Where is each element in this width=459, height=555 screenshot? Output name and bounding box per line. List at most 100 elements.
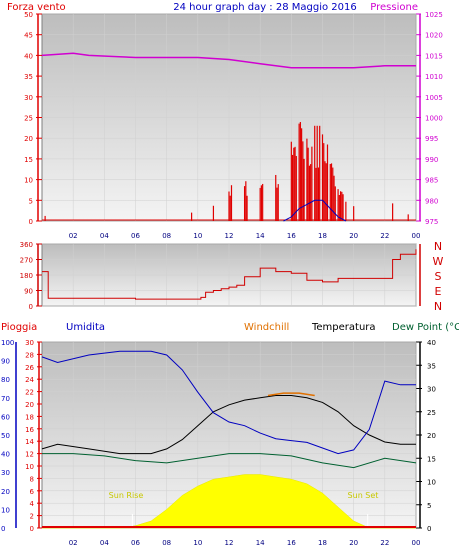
pressure-line — [41, 52, 416, 69]
x-tick-label: 22 — [380, 232, 389, 240]
x-tick-label: 18 — [318, 539, 327, 547]
temperature-tick-label: 30 — [427, 386, 436, 394]
humidity-tick-label: 70 — [1, 395, 10, 403]
temperature-tick-label: 0 — [427, 525, 431, 533]
pressure-tick-label: 985 — [425, 177, 438, 185]
wind-tick-label: 15 — [24, 156, 33, 164]
x-tick-label: 00 — [412, 539, 421, 547]
humidity-tick-label: 100 — [1, 339, 14, 347]
humidity-tick-label: 90 — [1, 358, 10, 366]
rain-tick-label: 16 — [25, 426, 34, 434]
temperature-tick-label: 20 — [427, 432, 436, 440]
x-tick-label: 08 — [162, 232, 171, 240]
temperature-legend: Temperatura — [311, 322, 376, 333]
rain-tick-label: 30 — [25, 339, 34, 347]
chart-title: 24 hour graph day : 28 Maggio 2016 — [173, 2, 356, 13]
rain-tick-label: 2 — [30, 513, 34, 521]
x-tick-label: 16 — [287, 539, 296, 547]
compass-n-top: N — [434, 240, 442, 253]
windchill-line — [267, 392, 315, 397]
rain-axis-title: Pioggia — [1, 322, 37, 333]
pressure-tick-label: 995 — [425, 135, 438, 143]
rain-tick-label: 0 — [30, 525, 34, 533]
compass-n-bottom: N — [434, 300, 442, 313]
temperature-line — [41, 395, 416, 455]
temperature-tick-label: 15 — [427, 455, 436, 463]
sunrise-label: Sun Rise — [109, 491, 144, 500]
temperature-tick-label: 40 — [427, 339, 436, 347]
pressure-tick-label: 980 — [425, 197, 438, 205]
direction-tick-label: 270 — [20, 257, 33, 265]
compass-e: E — [435, 285, 442, 298]
humidity-tick-label: 30 — [1, 469, 10, 477]
rain-tick-label: 14 — [25, 438, 34, 446]
humidity-tick-label: 40 — [1, 451, 10, 459]
pressure-tick-label: 1010 — [425, 73, 443, 81]
x-tick-label: 10 — [193, 539, 202, 547]
pressure-tick-label: 975 — [425, 218, 438, 226]
wind-tick-label: 10 — [24, 177, 33, 185]
rain-tick-label: 12 — [25, 451, 34, 459]
rain-tick-label: 24 — [25, 376, 34, 384]
humidity-tick-label: 20 — [1, 488, 10, 496]
x-tick-label: 20 — [349, 232, 358, 240]
humidity-legend: Umidita — [66, 322, 105, 333]
dewpoint-line — [42, 453, 417, 469]
x-tick-label: 12 — [225, 539, 234, 547]
rain-tick-label: 26 — [25, 364, 34, 372]
direction-tick-label: 0 — [29, 303, 33, 311]
humidity-tick-label: 10 — [1, 506, 10, 514]
wind-tick-label: 35 — [24, 73, 33, 81]
x-tick-label: 22 — [380, 539, 389, 547]
humidity-tick-label: 50 — [1, 432, 10, 440]
wind-axis-title: Forza vento — [7, 2, 66, 13]
rain-tick-label: 8 — [30, 475, 34, 483]
x-tick-label: 10 — [193, 232, 202, 240]
x-tick-label: 02 — [69, 232, 78, 240]
x-tick-label: 06 — [131, 539, 140, 547]
x-tick-label: 02 — [69, 539, 78, 547]
wind-tick-label: 40 — [24, 52, 33, 60]
wind-tick-label: 45 — [24, 32, 33, 40]
x-tick-label: 00 — [412, 232, 421, 240]
wind-tick-label: 50 — [24, 11, 33, 19]
sunset-label: Sun Set — [348, 491, 379, 500]
pressure-tick-label: 1025 — [425, 11, 443, 19]
wind-tick-label: 25 — [24, 115, 33, 123]
rain-tick-label: 6 — [30, 488, 35, 496]
pressure-tick-label: 1020 — [425, 32, 443, 40]
x-tick-label: 08 — [162, 539, 171, 547]
windchill-legend: Windchill — [244, 322, 289, 333]
temperature-tick-label: 10 — [427, 479, 436, 487]
rain-tick-label: 4 — [30, 500, 35, 508]
wind-tick-label: 20 — [24, 135, 33, 143]
rain-tick-label: 18 — [25, 413, 34, 421]
pressure-tick-label: 1015 — [425, 52, 443, 60]
wind-average-line — [283, 199, 347, 222]
x-tick-label: 16 — [287, 232, 296, 240]
pressure-axis-title: Pressione — [370, 2, 418, 13]
x-tick-label: 12 — [225, 232, 234, 240]
solar-area — [42, 474, 416, 529]
x-tick-label: 14 — [256, 232, 265, 240]
direction-tick-label: 180 — [20, 272, 33, 280]
direction-tick-label: 360 — [20, 241, 33, 249]
direction-tick-label: 90 — [24, 288, 33, 296]
wind-direction-line — [42, 249, 417, 300]
pressure-tick-label: 990 — [425, 156, 438, 164]
rain-tick-label: 10 — [25, 463, 34, 471]
x-tick-label: 14 — [256, 539, 265, 547]
humidity-tick-label: 80 — [1, 376, 10, 384]
wind-tick-label: 5 — [29, 197, 33, 205]
humidity-tick-label: 60 — [1, 413, 10, 421]
wind-tick-label: 0 — [29, 218, 33, 226]
pressure-tick-label: 1005 — [425, 94, 443, 102]
humidity-line — [41, 350, 416, 455]
dewpoint-legend: Dew Point (°C — [392, 322, 459, 333]
x-tick-label: 18 — [318, 232, 327, 240]
temperature-tick-label: 5 — [427, 502, 431, 510]
x-tick-label: 04 — [100, 539, 109, 547]
temperature-tick-label: 35 — [427, 362, 436, 370]
wind-tick-label: 30 — [24, 94, 33, 102]
